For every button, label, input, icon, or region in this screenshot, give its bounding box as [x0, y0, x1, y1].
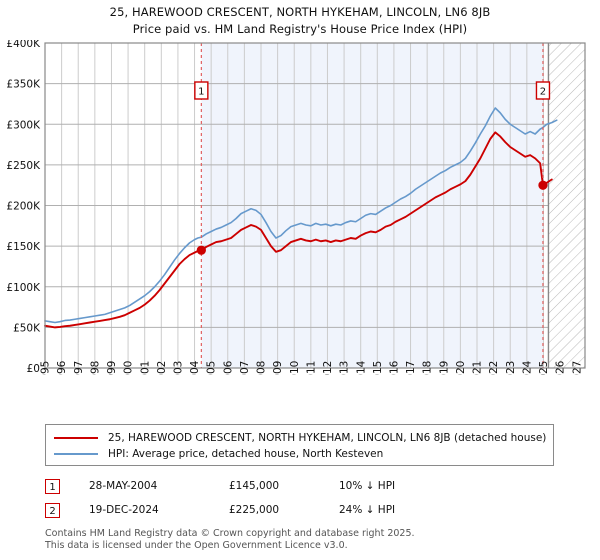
table-row: 1 28-MAY-2004 £145,000 10% ↓ HPI — [45, 474, 554, 498]
annotation-badge-2 — [535, 81, 551, 100]
x-axis-tick-label: 2014 — [355, 360, 367, 375]
x-axis-tick-label: 1997 — [73, 361, 85, 375]
x-axis-tick-label: 2026 — [555, 360, 567, 375]
x-axis-tick-label: 2000 — [123, 361, 135, 375]
x-axis-tick-label: 2015 — [372, 361, 384, 375]
x-axis-tick-label: 1999 — [106, 361, 118, 375]
legend-label-property: 25, HAREWOOD CRESCENT, NORTH HYKEHAM, LI… — [108, 432, 547, 444]
title-line-2: Price paid vs. HM Land Registry's House … — [132, 22, 468, 36]
x-axis-tick-label: 2001 — [139, 361, 151, 375]
x-axis-tick-label: 2012 — [322, 361, 334, 375]
x-axis-tick-label: 2022 — [488, 361, 500, 375]
x-axis-tick-label: 2007 — [239, 361, 251, 375]
transaction-marker-dot-1 — [196, 245, 206, 255]
y-axis-tick-label: £350K — [6, 79, 41, 91]
legend-line-swatch-hpi — [54, 453, 98, 455]
y-axis-tick-label: £150K — [6, 241, 41, 253]
transaction-date-2: 19-DEC-2024 — [89, 504, 159, 516]
forecast-hatch-region — [548, 43, 585, 368]
x-axis-tick-label: 2002 — [156, 361, 168, 375]
price-history-chart: 1 2 £0 £50K £100K £150K £200K £250K £300K £350K £4… — [6, 40, 586, 375]
x-axis-tick-label: 2025 — [538, 361, 550, 375]
chart-legend: 25, HAREWOOD CRESCENT, NORTH HYKEHAM, LI… — [45, 424, 554, 466]
annotation-badge-1 — [194, 81, 209, 100]
x-axis-tick-label: 2003 — [173, 361, 185, 375]
x-axis-tick-label: 2021 — [472, 361, 484, 375]
svg-text:1: 1 — [198, 87, 204, 98]
series-line-hpi — [44, 107, 558, 324]
x-axis-tick-label: 1995 — [40, 361, 52, 375]
x-axis-tick-label: 2005 — [206, 361, 218, 375]
y-axis-tick-label: £50K — [13, 322, 41, 334]
table-row: 2 19-DEC-2024 £225,000 24% ↓ HPI — [45, 498, 554, 522]
transaction-price-2: £225,000 — [229, 504, 280, 516]
x-axis-tick-label: 2006 — [222, 360, 234, 375]
x-axis-tick-label: 2024 — [521, 360, 533, 375]
transaction-badge-1: 1 — [45, 478, 60, 494]
y-axis-tick-label: £250K — [6, 160, 41, 172]
x-axis-tick-label: 2008 — [256, 361, 268, 375]
svg-text:2: 2 — [540, 87, 546, 98]
y-axis-tick-label: £0 — [27, 363, 40, 375]
x-axis-tick-label: 2016 — [389, 360, 401, 375]
legend-item-hpi: HPI: Average price, detached house, Nort… — [54, 446, 553, 462]
y-axis-tick-label: £200K — [6, 201, 41, 213]
x-axis-tick-label: 2004 — [189, 360, 201, 375]
x-axis-tick-label: 1996 — [56, 360, 68, 375]
chart-plot-area: 1 2 £0 £50K £100K £150K £200K £250K £300K £350K £4… — [0, 40, 600, 375]
legend-label-hpi: HPI: Average price, detached house, Nort… — [108, 448, 384, 460]
y-axis-tick-label: £400K — [6, 40, 41, 50]
legend-item-property: 25, HAREWOOD CRESCENT, NORTH HYKEHAM, LI… — [54, 430, 553, 446]
x-axis-tick-label: 2018 — [422, 361, 434, 375]
legend-line-swatch-property — [54, 437, 98, 439]
y-axis-tick-label: £300K — [6, 119, 41, 131]
x-axis-tick-label: 2019 — [438, 361, 450, 375]
y-axis-tick-label: £100K — [6, 282, 41, 294]
x-axis-tick-label: 2027 — [571, 361, 583, 375]
transaction-marker-dot-2 — [538, 180, 548, 190]
transaction-badge-2: 2 — [45, 502, 60, 518]
transaction-date-1: 28-MAY-2004 — [89, 480, 158, 492]
transactions-table: 1 28-MAY-2004 £145,000 10% ↓ HPI 2 19-DE… — [45, 474, 554, 522]
series-line-property — [44, 131, 553, 329]
transaction-hpi-delta-1: 10% ↓ HPI — [339, 480, 396, 492]
x-axis-tick-label: 2023 — [505, 361, 517, 375]
title-line-1: 25, HAREWOOD CRESCENT, NORTH HYKEHAM, LI… — [109, 5, 491, 19]
footer-line-1: Contains HM Land Registry data © Crown c… — [45, 528, 415, 539]
x-axis-tick-label: 2011 — [305, 361, 317, 375]
transaction-price-1: £145,000 — [229, 480, 280, 492]
x-axis-tick-label: 2013 — [339, 361, 351, 375]
page-title: 25, HAREWOOD CRESCENT, NORTH HYKEHAM, LI… — [0, 4, 600, 38]
x-axis-tick-label: 1998 — [89, 361, 101, 375]
x-axis-tick-label: 2010 — [289, 361, 301, 375]
footer-line-2: This data is licensed under the Open Gov… — [45, 539, 348, 551]
x-axis-tick-label: 2017 — [405, 361, 417, 375]
x-axis-tick-label: 2009 — [272, 361, 284, 375]
x-axis-tick-label: 2020 — [455, 361, 467, 375]
copyright-footer: Contains HM Land Registry data © Crown c… — [45, 528, 585, 551]
transaction-hpi-delta-2: 24% ↓ HPI — [339, 504, 396, 516]
